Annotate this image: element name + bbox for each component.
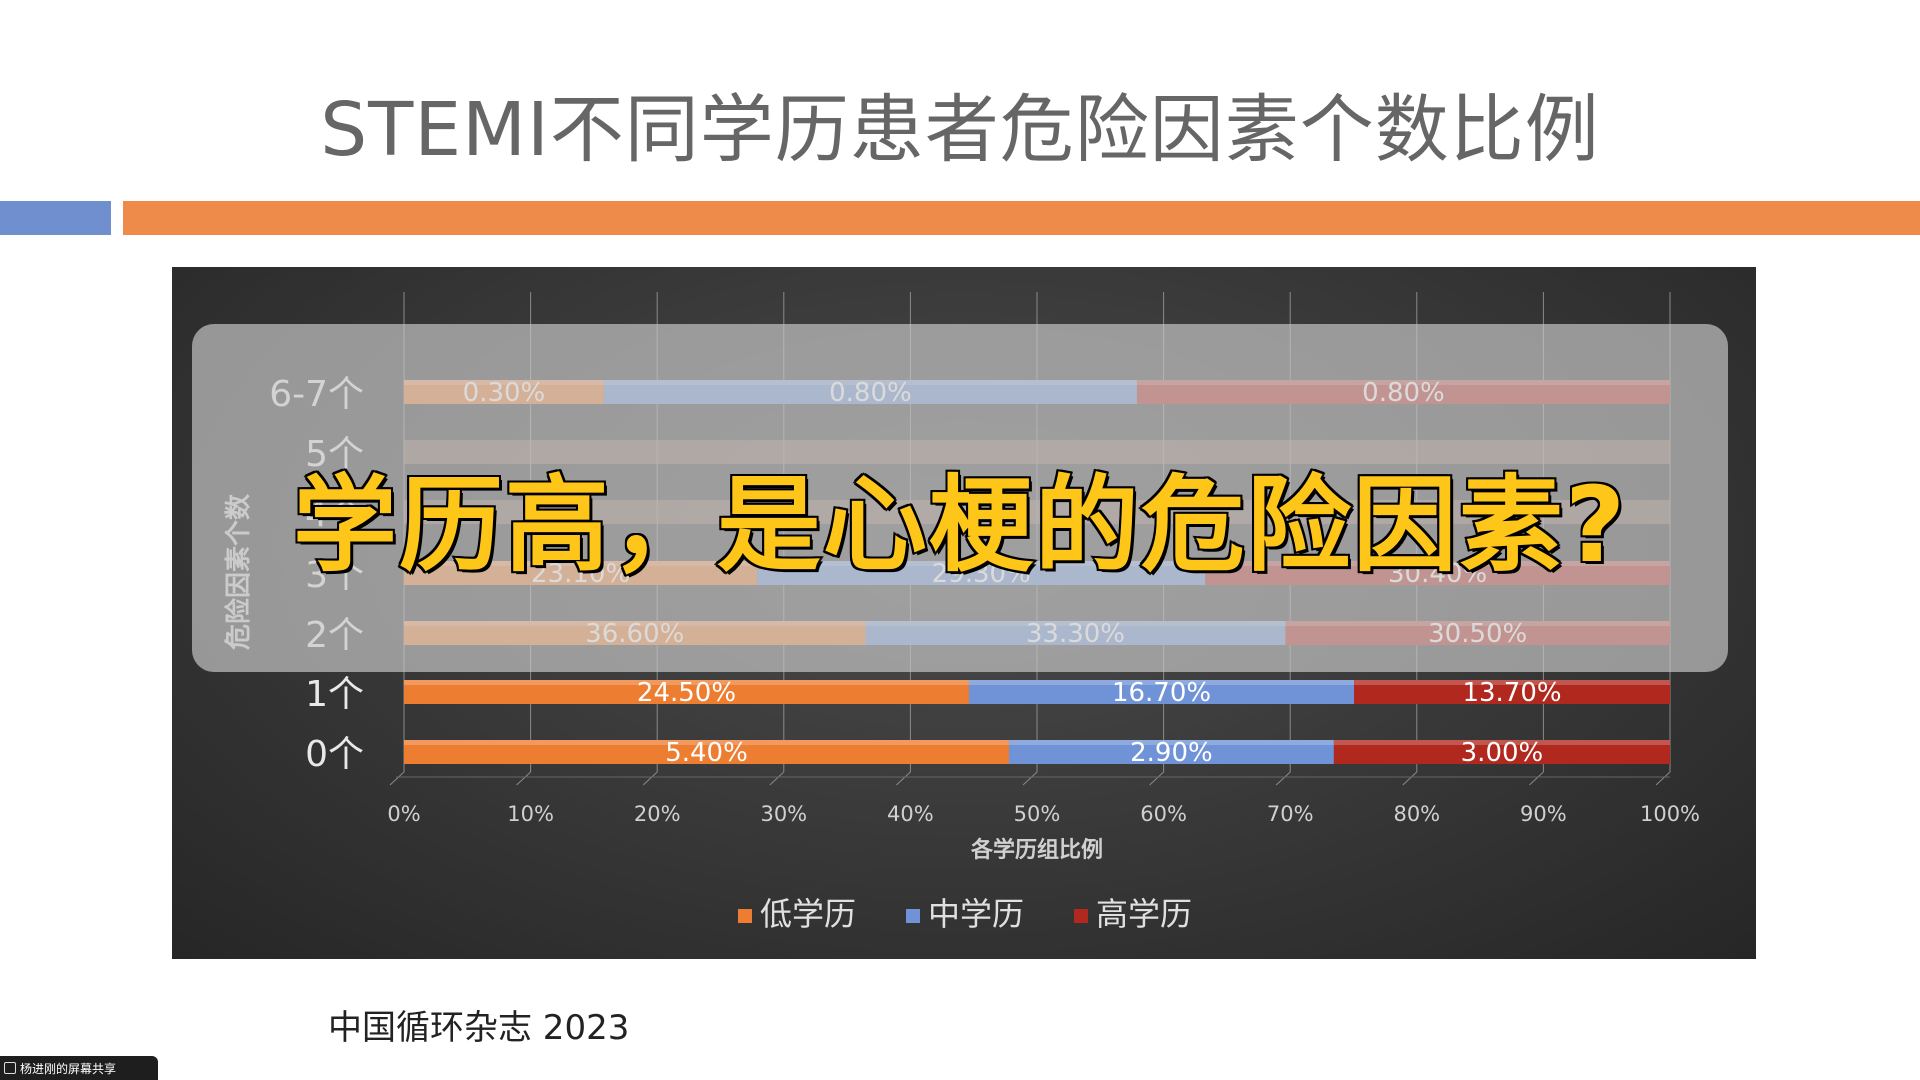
- source-citation: 中国循环杂志 2023: [328, 1008, 630, 1048]
- x-tick-label: 30%: [760, 802, 807, 826]
- screen-share-label: 杨进刚的屏幕共享: [20, 1061, 117, 1076]
- bar-highlight: [404, 680, 969, 685]
- x-tick-label: 0%: [387, 802, 420, 826]
- x-tick-label: 90%: [1520, 802, 1567, 826]
- data-label: 5.40%: [665, 738, 748, 768]
- legend-label: 中学历: [928, 895, 1024, 933]
- bar-highlight: [968, 680, 1355, 685]
- data-label: 16.70%: [1112, 678, 1211, 708]
- bar-highlight: [1333, 740, 1670, 745]
- x-tick-label: 10%: [507, 802, 554, 826]
- data-label: 2.90%: [1130, 738, 1213, 768]
- grid-foot: [1529, 771, 1544, 786]
- legend-label: 低学历: [760, 895, 856, 933]
- x-tick-label: 80%: [1393, 802, 1440, 826]
- bar-segment: [404, 740, 1009, 764]
- overlay-panel: [192, 324, 1728, 672]
- bar-segment: [404, 680, 969, 704]
- legend-label: 高学历: [1096, 895, 1192, 933]
- legend-swatch: [738, 909, 752, 923]
- accent-bar-blue: [0, 201, 111, 235]
- y-category-label: 0个: [305, 734, 364, 775]
- x-tick-label: 70%: [1267, 802, 1314, 826]
- slide-title: STEMI不同学历患者危险因素个数比例: [320, 87, 1600, 173]
- bar-highlight: [404, 740, 1009, 745]
- screen-share-badge[interactable]: 杨进刚的屏幕共享: [0, 1056, 158, 1080]
- grid-foot: [1275, 771, 1291, 786]
- data-label: 3.00%: [1461, 738, 1544, 768]
- x-tick-label: 50%: [1014, 802, 1061, 826]
- grid-foot: [389, 771, 405, 786]
- x-tick-label: 60%: [1140, 802, 1187, 826]
- legend-swatch: [1074, 909, 1088, 923]
- bar-segment: [1333, 740, 1670, 764]
- data-label: 13.70%: [1462, 678, 1561, 708]
- grid-foot: [1022, 771, 1038, 786]
- data-label: 24.50%: [637, 678, 736, 708]
- grid-foot: [1402, 771, 1418, 786]
- legend-swatch: [906, 909, 920, 923]
- bar-highlight: [1354, 680, 1670, 685]
- grid-foot: [896, 771, 911, 786]
- y-category-label: 1个: [305, 674, 364, 715]
- bar-segment: [1008, 740, 1334, 764]
- x-tick-label: 100%: [1640, 802, 1700, 826]
- x-axis-title: 各学历组比例: [970, 837, 1103, 863]
- grid-foot: [1655, 771, 1671, 786]
- screen-share-icon: [4, 1062, 16, 1074]
- bar-highlight: [1008, 740, 1334, 745]
- grid-foot: [516, 771, 531, 786]
- bar-segment: [968, 680, 1355, 704]
- x-tick-label: 20%: [634, 802, 681, 826]
- accent-bar-orange: [123, 201, 1920, 235]
- bar-segment: [1354, 680, 1670, 704]
- overlay-caption: 学历高，是心梗的危险因素?: [291, 462, 1628, 588]
- grid-foot: [769, 771, 785, 786]
- grid-foot: [1149, 771, 1164, 786]
- x-tick-label: 40%: [887, 802, 934, 826]
- grid-foot: [642, 771, 658, 786]
